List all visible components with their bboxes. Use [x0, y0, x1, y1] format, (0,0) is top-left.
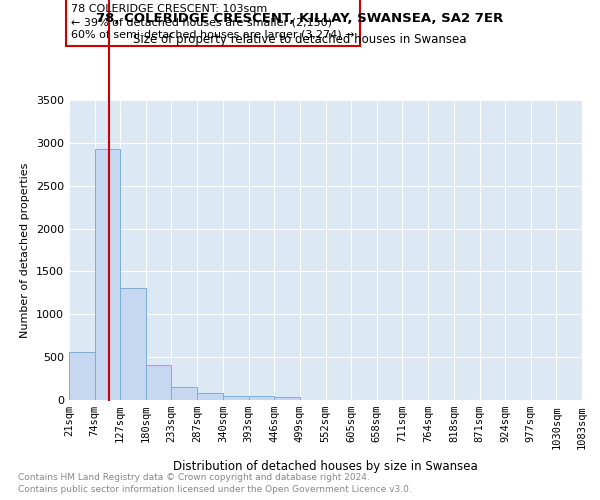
- Text: 78, COLERIDGE CRESCENT, KILLAY, SWANSEA, SA2 7ER: 78, COLERIDGE CRESCENT, KILLAY, SWANSEA,…: [97, 12, 503, 26]
- Bar: [197, 393, 223, 400]
- Bar: [95, 149, 120, 400]
- Text: Contains public sector information licensed under the Open Government Licence v3: Contains public sector information licen…: [18, 485, 412, 494]
- Bar: [223, 396, 248, 400]
- Bar: [248, 396, 274, 400]
- Text: 78 COLERIDGE CRESCENT: 103sqm
← 39% of detached houses are smaller (2,150)
60% o: 78 COLERIDGE CRESCENT: 103sqm ← 39% of d…: [71, 4, 355, 41]
- Bar: [146, 365, 172, 400]
- Y-axis label: Number of detached properties: Number of detached properties: [20, 162, 31, 338]
- Text: Contains HM Land Registry data © Crown copyright and database right 2024.: Contains HM Land Registry data © Crown c…: [18, 472, 370, 482]
- X-axis label: Distribution of detached houses by size in Swansea: Distribution of detached houses by size …: [173, 460, 478, 472]
- Bar: [120, 288, 146, 400]
- Bar: [274, 396, 300, 400]
- Bar: [172, 386, 197, 400]
- Text: Size of property relative to detached houses in Swansea: Size of property relative to detached ho…: [133, 32, 467, 46]
- Bar: [69, 352, 95, 400]
